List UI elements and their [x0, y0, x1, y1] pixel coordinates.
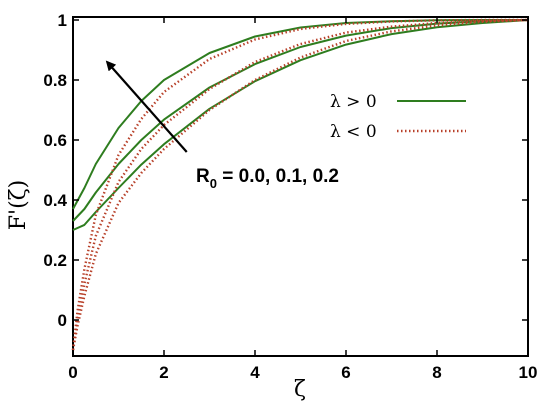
y-tick-label: 0.2 [43, 251, 67, 270]
annotation-subscript: 0 [210, 176, 217, 191]
x-tick-label: 0 [68, 363, 77, 382]
curves [71, 18, 529, 351]
annotation-values: = 0.0, 0.1, 0.2 [217, 166, 339, 187]
series-line-negative-5 [71, 18, 528, 351]
series-line-positive-1 [72, 19, 529, 222]
y-tick-label: 0.6 [43, 131, 67, 150]
annotation-arrow [105, 60, 188, 153]
y-axis-label: F'(ζ) [6, 180, 31, 230]
x-tick-label: 8 [432, 363, 441, 382]
legend-label-negative: λ < 0 [330, 122, 377, 142]
y-tick-label: 0.4 [43, 191, 67, 210]
legend-label-positive: λ > 0 [330, 92, 377, 112]
legend: λ > 0 λ < 0 [330, 92, 466, 142]
plot-frame [72, 16, 529, 357]
x-tick-label: 6 [341, 363, 350, 382]
x-axis-label: ζ [294, 377, 306, 402]
x-tick-label: 4 [250, 363, 260, 382]
annotation: R0 = 0.0, 0.1, 0.2 [105, 60, 339, 191]
series-line-positive-0 [72, 19, 529, 231]
ticks: 0 2 4 6 8 10 0 0.2 0.4 0.6 0.8 1 [43, 11, 537, 382]
annotation-symbol: R [196, 166, 210, 187]
y-tick-label: 1 [58, 11, 67, 30]
x-tick-label: 10 [519, 363, 538, 382]
y-tick-label: 0 [58, 311, 67, 330]
annotation-text: R0 = 0.0, 0.1, 0.2 [196, 166, 339, 191]
y-tick-label: 0.8 [43, 71, 67, 90]
x-tick-label: 2 [159, 363, 168, 382]
series-line-negative-3 [71, 18, 529, 351]
